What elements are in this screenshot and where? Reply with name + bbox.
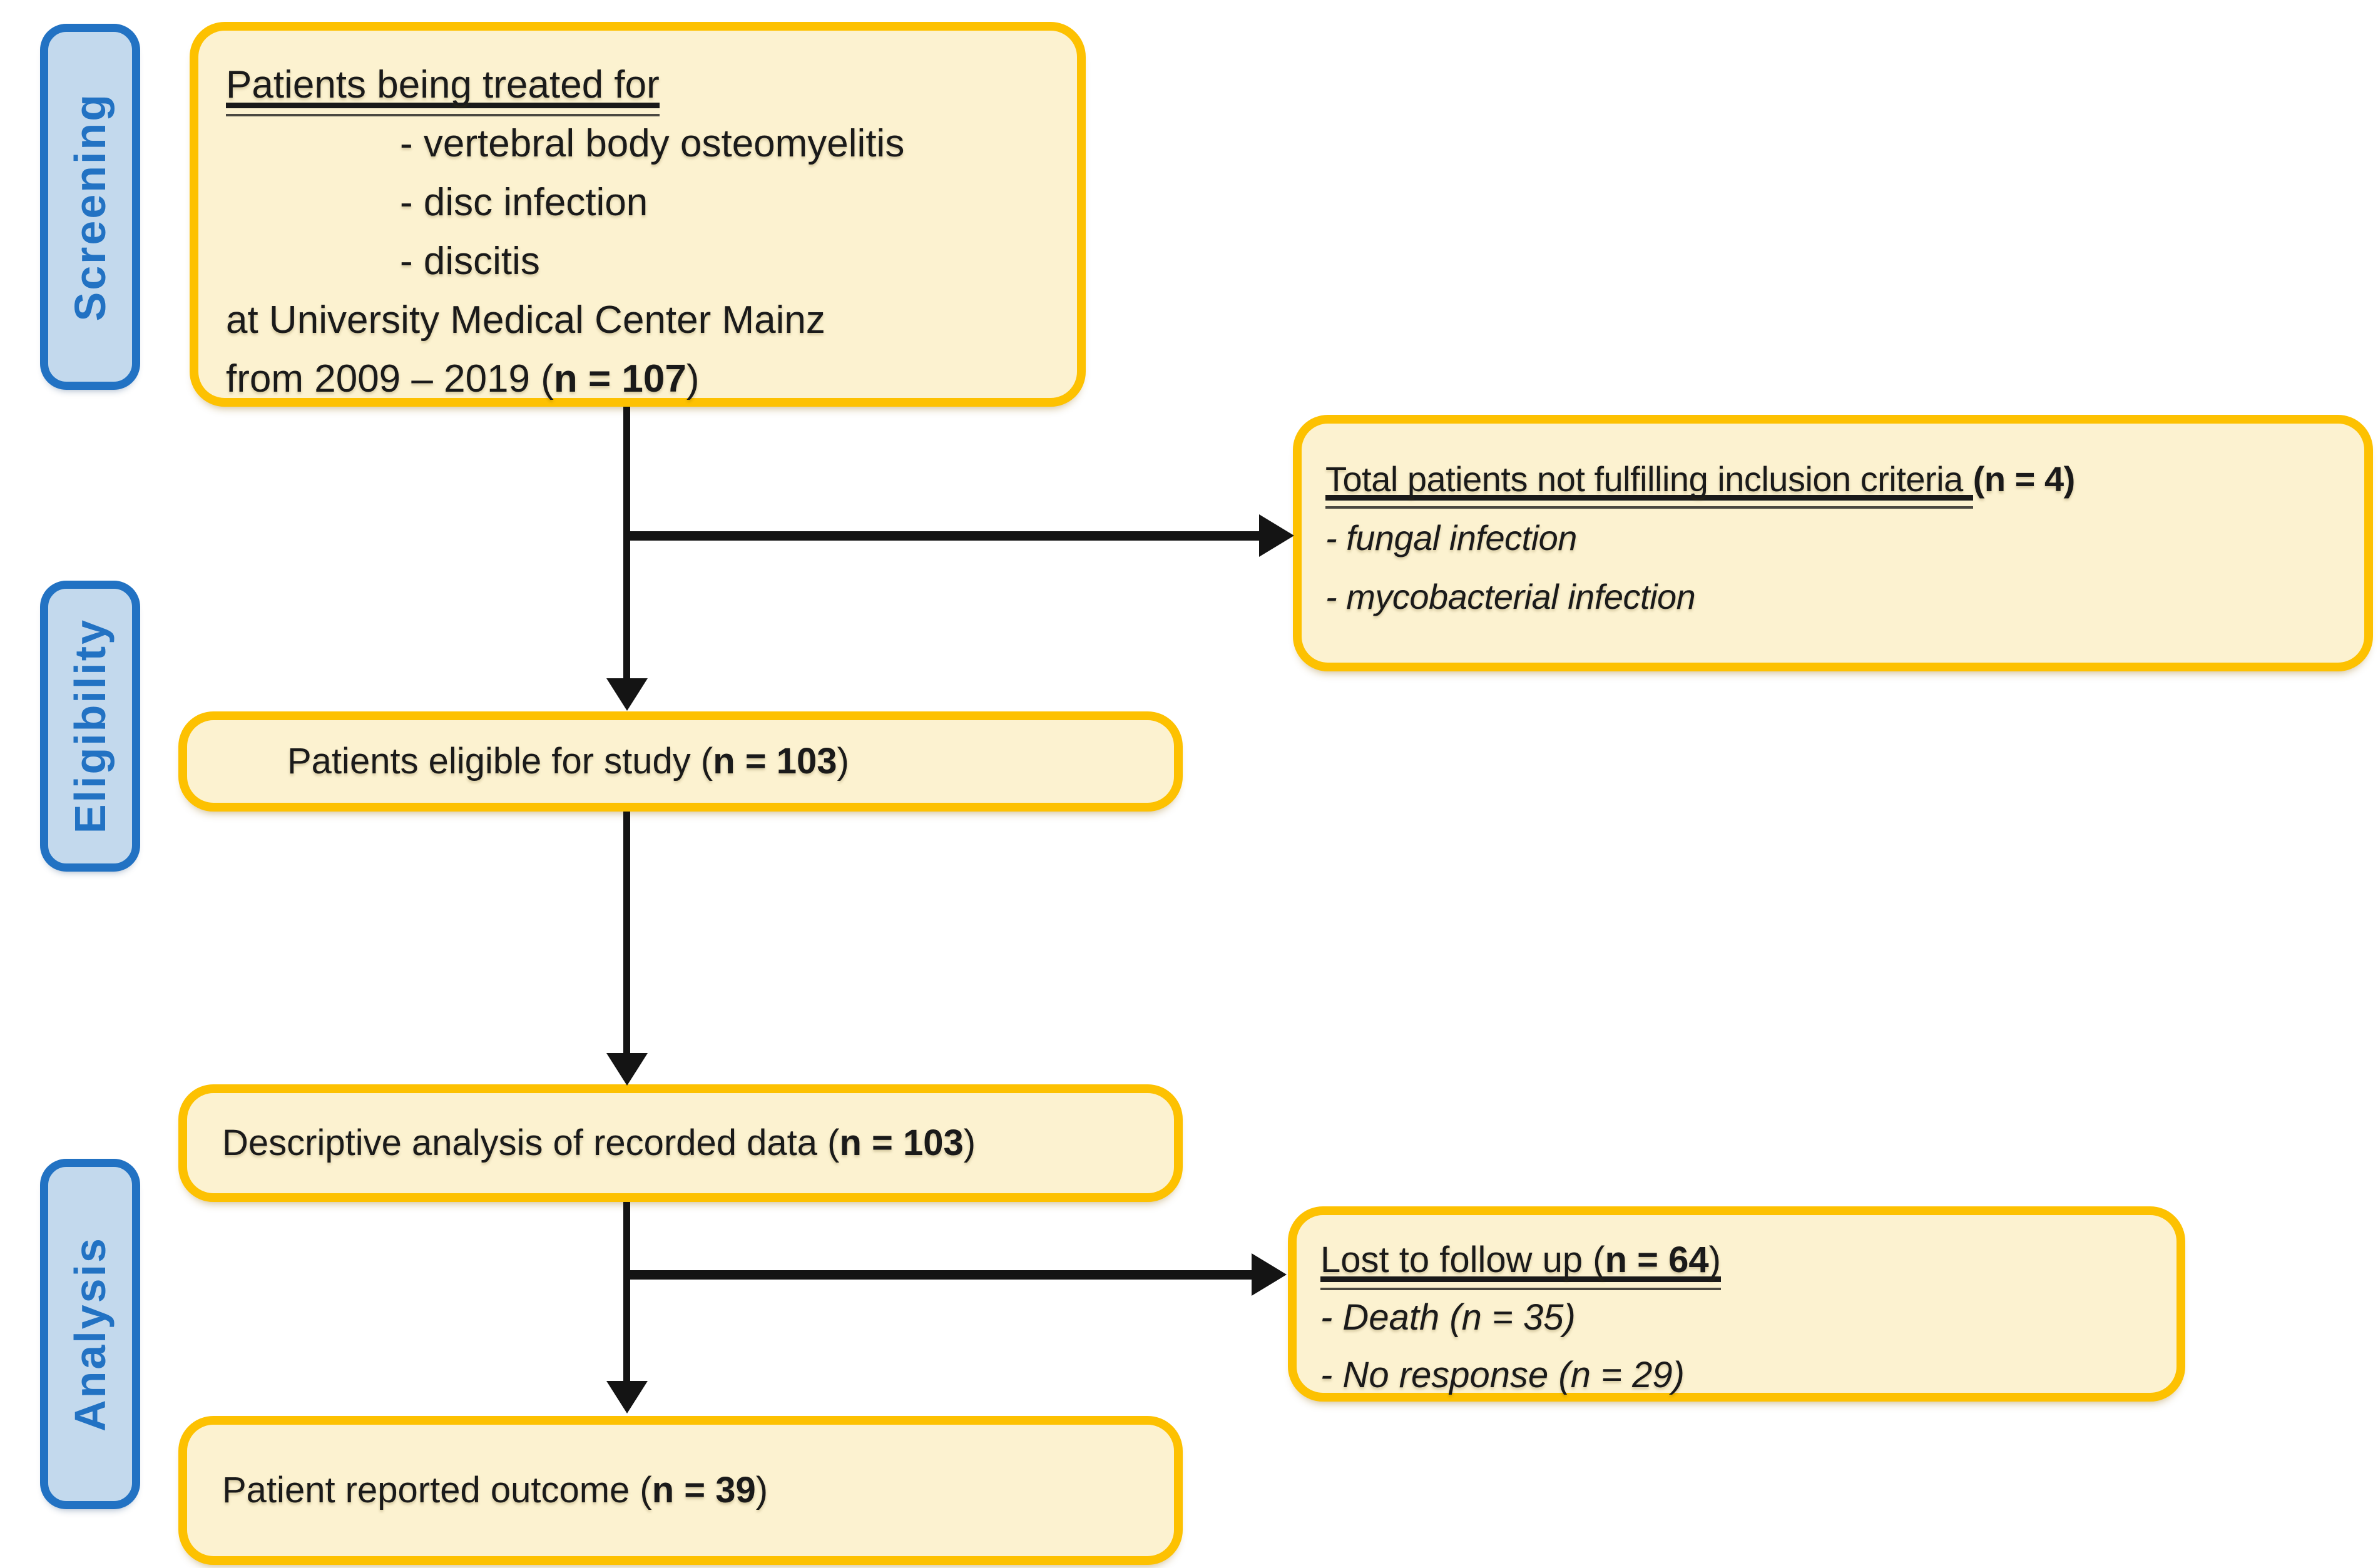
box-screening-population: Patients being treated for - vertebral b…	[190, 22, 1086, 407]
exclusion-item: - mycobacterial infection	[1325, 577, 1696, 616]
years-n: n = 107	[553, 357, 686, 400]
arrow-branch-exclusion-head	[1259, 514, 1294, 557]
outcome-suffix: )	[755, 1470, 768, 1510]
arrow-branch-lost-head	[1252, 1253, 1287, 1296]
stage-label-screening-text: Screening	[66, 92, 115, 322]
box-eligible: Patients eligible for study (n = 103)	[178, 711, 1183, 812]
years-prefix: from 2009 – 2019 (	[226, 357, 554, 400]
descriptive-prefix: Descriptive analysis of recorded data (	[222, 1123, 840, 1163]
arrow-eligible-to-descriptive-head	[606, 1053, 648, 1086]
box-title: Total patients not fulfilling inclusion …	[1325, 459, 1973, 509]
years-suffix: )	[686, 357, 700, 400]
lost-title-prefix: Lost to follow up (	[1320, 1240, 1605, 1280]
arrow-screening-to-eligible-head	[606, 678, 648, 711]
box-patient-reported-outcome: Patient reported outcome (n = 39)	[178, 1416, 1183, 1565]
descriptive-suffix: )	[963, 1123, 976, 1163]
box-exclusion-criteria: Total patients not fulfilling inclusion …	[1293, 415, 2373, 671]
arrow-eligible-to-descriptive-line	[623, 812, 630, 1054]
stage-label-eligibility-text: Eligibility	[66, 618, 115, 834]
location-line: at University Medical Center Mainz	[226, 298, 825, 342]
eligible-n: n = 103	[713, 741, 837, 781]
box-title-line: Descriptive analysis of recorded data (n…	[222, 1114, 976, 1173]
arrow-descriptive-to-outcome-line	[623, 1202, 630, 1382]
arrow-branch-lost-line	[626, 1270, 1253, 1280]
descriptive-n: n = 103	[839, 1123, 964, 1163]
box-title: Lost to follow up (n = 64)	[1320, 1240, 1721, 1290]
box-title-line: Lost to follow up (n = 64)	[1320, 1231, 2165, 1289]
exclusion-item: - fungal infection	[1325, 518, 1577, 557]
box-lost-to-follow-up: Lost to follow up (n = 64) - Death (n = …	[1288, 1206, 2185, 1402]
arrow-screening-to-eligible-line	[623, 407, 630, 683]
years-line: from 2009 – 2019 (n = 107)	[226, 350, 1061, 409]
box-title-line: Patients eligible for study (n = 103)	[287, 732, 849, 791]
box-title-line: Patient reported outcome (n = 39)	[222, 1461, 768, 1520]
eligible-suffix: )	[837, 741, 849, 781]
arrow-branch-exclusion-line	[626, 531, 1260, 541]
stage-label-analysis: Analysis	[40, 1159, 140, 1509]
arrow-descriptive-to-outcome-head	[606, 1381, 648, 1413]
lost-title-suffix: )	[1708, 1240, 1721, 1280]
box-title-line: Patients being treated for	[226, 56, 1061, 115]
stage-label-screening: Screening	[40, 24, 140, 390]
box-title-line: Total patients not fulfilling inclusion …	[1325, 450, 2353, 509]
lost-title-n: n = 64	[1605, 1240, 1709, 1280]
stage-label-eligibility: Eligibility	[40, 581, 140, 872]
outcome-n: n = 39	[651, 1470, 756, 1510]
lost-item: - No response (n = 29)	[1320, 1355, 1685, 1395]
outcome-prefix: Patient reported outcome (	[222, 1470, 652, 1510]
stage-label-analysis-text: Analysis	[66, 1236, 115, 1432]
bullet-item: - discitis	[400, 240, 540, 283]
box-descriptive-analysis: Descriptive analysis of recorded data (n…	[178, 1084, 1183, 1202]
box-title-n: (n = 4)	[1972, 459, 2075, 499]
lost-item: - Death (n = 35)	[1320, 1297, 1576, 1338]
box-title: Patients being treated for	[226, 63, 660, 116]
eligible-prefix: Patients eligible for study (	[287, 741, 713, 781]
bullet-item: - vertebral body osteomyelitis	[400, 122, 905, 165]
bullet-item: - disc infection	[400, 181, 648, 224]
